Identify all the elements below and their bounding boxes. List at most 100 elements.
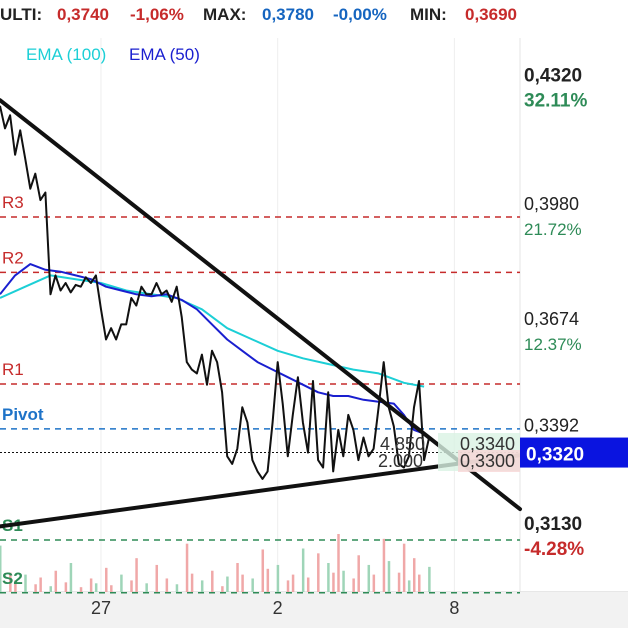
volume-bar: [428, 566, 431, 592]
volume-bar: [306, 577, 310, 592]
y-tick-label: 0,3674: [524, 309, 579, 329]
y-axis: 0,4320 32.11% 0,3980 21.72% 0,3674 12.37% 0,33…: [520, 66, 628, 560]
overlay-text-price-1: 0,3340: [460, 434, 515, 454]
volume-bar: [120, 574, 123, 592]
volume-bar: [110, 585, 113, 592]
quote-header: ULTI: 0,3740 -1,06% MAX: 0,3780 -0,00% M…: [0, 0, 628, 32]
volume-bar: [94, 583, 98, 592]
volume-bar: [327, 563, 330, 592]
y-tick-label: 0,3980: [524, 194, 579, 214]
x-tick-label: 2: [273, 598, 283, 618]
volume-bar: [266, 568, 270, 592]
level-label-r2: R2: [2, 248, 24, 267]
ema-lines: [0, 263, 425, 435]
price-series-line: [0, 105, 431, 480]
volume-bar: [397, 572, 401, 592]
volume-bar: [221, 586, 224, 592]
volume-bar: [155, 564, 159, 592]
max-change: -0,00%: [333, 5, 387, 24]
volume-bar: [418, 574, 421, 592]
volume-bar: [64, 582, 68, 592]
volume-bar: [69, 563, 73, 592]
volume-bar: [332, 572, 335, 592]
volume-bar: [261, 549, 265, 592]
min-label: MIN:: [410, 5, 447, 24]
level-label-s2: S2: [2, 569, 23, 588]
volume-bar: [236, 563, 239, 592]
volume-bar: [301, 548, 305, 592]
x-axis: 27 2 8: [91, 598, 459, 618]
overlay-text-price-2: 0,3300: [460, 451, 515, 471]
volume-bar: [337, 534, 340, 592]
volume-bar: [9, 572, 12, 592]
ema50-line: [0, 263, 425, 435]
min-value: 0,3690: [465, 5, 517, 24]
overlay-text-volume-2: 2.000: [378, 451, 423, 471]
volume-bar: [352, 578, 355, 592]
volume-bar: [49, 586, 52, 592]
legend-ema100: EMA (100): [26, 45, 106, 64]
price-line: [0, 105, 431, 480]
volume-bar: [317, 553, 320, 592]
volume-bar: [190, 573, 194, 592]
volume-bar: [276, 564, 280, 592]
volume-bar: [130, 580, 133, 592]
volume-bar: [39, 577, 42, 592]
volume-bar: [286, 580, 290, 592]
max-value: 0,3780: [262, 5, 314, 24]
x-tick-label: 8: [449, 598, 459, 618]
current-price-box: [520, 437, 628, 468]
trendline-1: [0, 453, 522, 529]
volume-bar: [357, 555, 360, 592]
y-tick-label: 0,4320: [524, 66, 582, 87]
volume-bar: [105, 567, 108, 592]
ema100-line: [0, 274, 425, 388]
volume-bar: [291, 574, 295, 592]
volume-bar: [135, 558, 138, 592]
volume-bar: [34, 584, 37, 592]
last-price-value: 0,3740: [57, 5, 109, 24]
pivot-levels: R3R2R1PivotS1S2: [0, 193, 520, 594]
volume-bar: [14, 580, 17, 592]
y-tick-pct: 32.11%: [524, 91, 587, 112]
last-price-change: -1,06%: [130, 5, 184, 24]
volume-bar: [54, 570, 58, 592]
x-axis-band: [0, 592, 628, 628]
volume-bar: [382, 538, 386, 592]
trendline-0: [0, 98, 522, 512]
y-tick-pct: 21.72%: [524, 220, 582, 239]
y-tick-label: 0,3130: [524, 514, 582, 535]
y-tick-pct: -4.28%: [524, 539, 584, 560]
volume-bar: [185, 543, 189, 592]
max-label: MAX:: [203, 5, 247, 24]
volume-bar: [175, 584, 179, 592]
last-price-label: ULTI:: [0, 5, 43, 24]
trendlines: [0, 98, 522, 529]
volume-bar: [211, 570, 214, 592]
volume-bar: [24, 574, 27, 592]
volume-bars: [0, 534, 431, 592]
volume-bar: [145, 583, 148, 592]
volume-bar: [372, 574, 376, 592]
volume-bar: [226, 576, 229, 592]
volume-bar: [367, 564, 371, 592]
level-label-pivot: Pivot: [2, 405, 44, 424]
volume-bar: [402, 543, 406, 592]
volume-bar: [412, 558, 416, 592]
volume-bar: [241, 574, 244, 592]
current-price-label: 0,3320: [526, 445, 584, 466]
volume-bar: [89, 578, 93, 592]
volume-bar: [79, 587, 83, 592]
y-tick-label: 0,3392: [524, 415, 579, 435]
overlay-text-volume-1: 4.850: [380, 434, 425, 454]
level-label-r3: R3: [2, 193, 24, 212]
volume-bar: [387, 561, 391, 592]
overlay-bg-down: [458, 450, 520, 472]
volume-bar: [200, 580, 204, 592]
volume-bar: [407, 580, 411, 592]
volume-bar: [342, 570, 345, 592]
level-label-r1: R1: [2, 360, 24, 379]
